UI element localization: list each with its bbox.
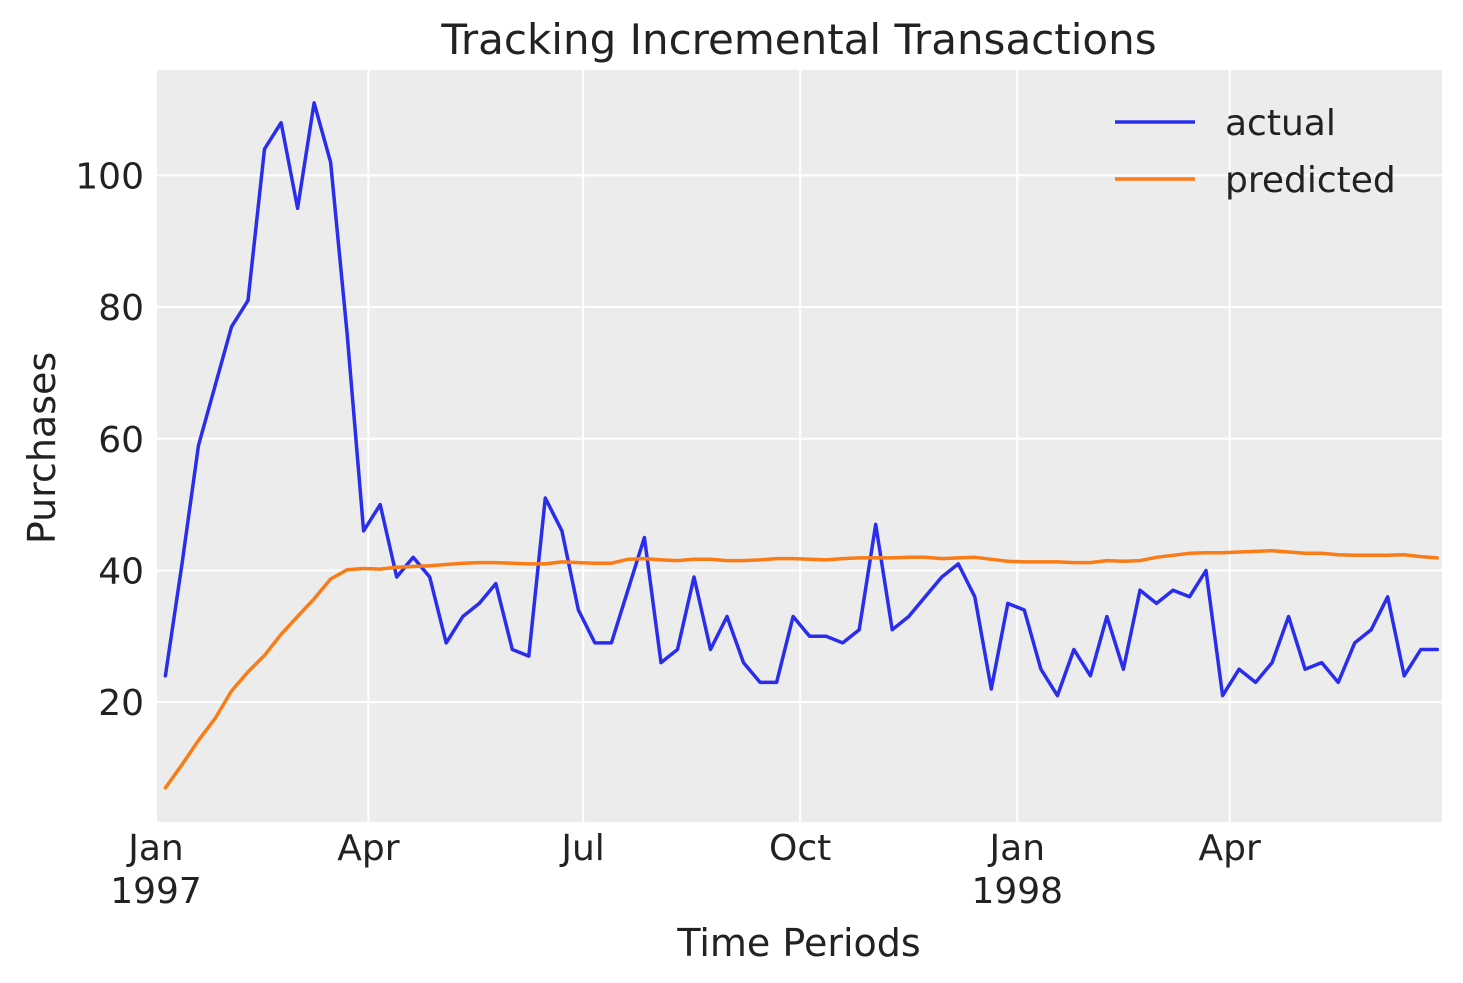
series-line-predicted [163,548,1440,790]
y-tick-label: 40 [98,551,144,592]
y-tick-label: 60 [98,420,144,461]
y-axis-label: Purchases [20,352,64,544]
series-line-actual [163,101,1440,698]
chart-title: Tracking Incremental Transactions [440,15,1156,64]
x-tick-label: Apr [1198,828,1260,869]
y-tick-label: 20 [98,683,144,724]
x-tick-label: Oct [769,828,831,869]
legend-label-predicted: predicted [1225,160,1396,201]
x-tick-label: Apr [337,828,399,869]
x-axis-label: Time Periods [676,921,920,965]
x-tick-label: Jul [559,828,604,869]
y-tick-label: 80 [98,288,144,329]
legend-label-actual: actual [1225,103,1336,144]
legend: actual predicted [1115,103,1396,201]
x-tick-label: Jan [988,828,1046,869]
x-tick-label: Jan [126,828,184,869]
x-tick-sublabel: 1998 [971,871,1063,912]
y-tick-labels: 20 40 60 80 100 [75,156,144,724]
y-tick-label: 100 [75,156,144,197]
x-tick-sublabel: 1997 [110,871,202,912]
series-lines [163,101,1440,790]
plot-area [156,70,1442,822]
grid-lines [155,70,1442,822]
